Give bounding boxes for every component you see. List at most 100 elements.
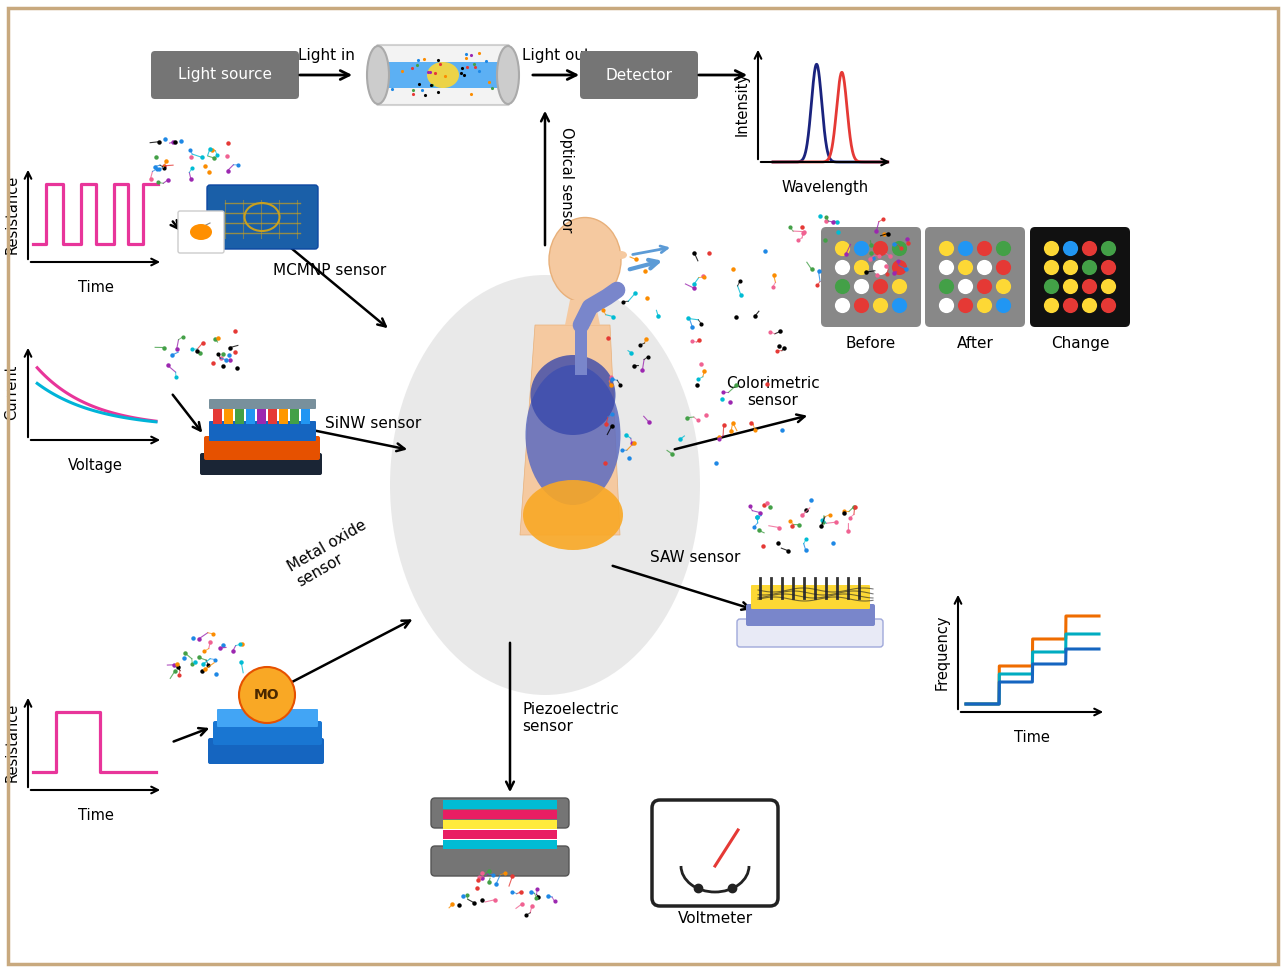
Circle shape xyxy=(873,279,889,295)
Bar xyxy=(291,404,300,424)
Circle shape xyxy=(958,260,974,275)
FancyBboxPatch shape xyxy=(210,399,316,409)
Circle shape xyxy=(1101,260,1116,275)
FancyBboxPatch shape xyxy=(820,227,921,327)
Bar xyxy=(213,404,222,424)
Bar xyxy=(267,404,276,424)
Bar xyxy=(279,404,288,424)
Text: Voltage: Voltage xyxy=(68,458,123,473)
Text: MCMNP sensor: MCMNP sensor xyxy=(274,263,387,278)
Text: Light out: Light out xyxy=(522,48,590,63)
Circle shape xyxy=(1101,279,1116,295)
Text: Current: Current xyxy=(4,364,19,420)
FancyBboxPatch shape xyxy=(208,738,324,764)
Bar xyxy=(301,404,310,424)
Ellipse shape xyxy=(523,480,622,550)
Text: Wavelength: Wavelength xyxy=(782,180,869,195)
Circle shape xyxy=(854,279,869,295)
Circle shape xyxy=(1044,297,1060,313)
Text: Intensity: Intensity xyxy=(734,73,750,136)
FancyBboxPatch shape xyxy=(150,51,300,99)
FancyBboxPatch shape xyxy=(431,846,568,876)
Text: Colorimetric
sensor: Colorimetric sensor xyxy=(727,375,820,408)
Circle shape xyxy=(892,241,907,256)
FancyBboxPatch shape xyxy=(210,421,316,441)
FancyBboxPatch shape xyxy=(431,798,568,828)
FancyBboxPatch shape xyxy=(737,619,883,647)
Ellipse shape xyxy=(496,46,520,104)
Bar xyxy=(246,404,255,424)
Text: SiNW sensor: SiNW sensor xyxy=(325,415,422,431)
Circle shape xyxy=(835,279,850,295)
Text: Metal oxide
sensor: Metal oxide sensor xyxy=(285,518,378,590)
Text: Time: Time xyxy=(77,280,113,295)
FancyBboxPatch shape xyxy=(751,585,871,609)
Text: Voltmeter: Voltmeter xyxy=(678,911,752,926)
Circle shape xyxy=(873,241,889,256)
Text: Before: Before xyxy=(846,336,896,351)
Ellipse shape xyxy=(390,275,700,695)
FancyBboxPatch shape xyxy=(1030,227,1130,327)
FancyBboxPatch shape xyxy=(746,604,874,626)
Circle shape xyxy=(1064,279,1078,295)
Circle shape xyxy=(977,260,992,275)
Circle shape xyxy=(995,279,1011,295)
Circle shape xyxy=(854,297,869,313)
Text: Frequency: Frequency xyxy=(935,614,949,690)
Text: Time: Time xyxy=(1015,730,1049,745)
Text: Light in: Light in xyxy=(297,48,355,63)
Text: Change: Change xyxy=(1051,336,1110,351)
FancyBboxPatch shape xyxy=(204,436,320,460)
Ellipse shape xyxy=(615,251,628,259)
Circle shape xyxy=(892,260,907,275)
Circle shape xyxy=(1064,297,1078,313)
Circle shape xyxy=(1044,241,1060,256)
Circle shape xyxy=(977,241,992,256)
Polygon shape xyxy=(520,325,620,535)
Circle shape xyxy=(239,667,294,723)
Text: MO: MO xyxy=(255,688,280,702)
Polygon shape xyxy=(565,300,601,325)
Text: Resistance: Resistance xyxy=(4,703,19,782)
Text: Detector: Detector xyxy=(606,67,673,83)
Text: Piezoelectric
sensor: Piezoelectric sensor xyxy=(522,702,619,734)
Bar xyxy=(442,800,557,809)
Text: Light source: Light source xyxy=(177,67,273,83)
FancyBboxPatch shape xyxy=(652,800,778,906)
Text: SAW sensor: SAW sensor xyxy=(649,550,741,565)
FancyBboxPatch shape xyxy=(201,453,322,475)
Ellipse shape xyxy=(549,218,621,302)
Circle shape xyxy=(1082,297,1097,313)
Ellipse shape xyxy=(531,355,616,435)
Circle shape xyxy=(995,260,1011,275)
FancyBboxPatch shape xyxy=(207,185,318,249)
Circle shape xyxy=(892,297,907,313)
Circle shape xyxy=(1101,241,1116,256)
FancyBboxPatch shape xyxy=(580,51,698,99)
Bar xyxy=(442,830,557,839)
Circle shape xyxy=(873,297,889,313)
Circle shape xyxy=(854,260,869,275)
Circle shape xyxy=(1082,260,1097,275)
Ellipse shape xyxy=(367,46,388,104)
Circle shape xyxy=(939,241,954,256)
Bar xyxy=(235,404,244,424)
FancyBboxPatch shape xyxy=(177,211,224,253)
Circle shape xyxy=(1064,241,1078,256)
Circle shape xyxy=(939,279,954,295)
Circle shape xyxy=(835,260,850,275)
Circle shape xyxy=(995,241,1011,256)
Bar xyxy=(378,62,508,88)
Circle shape xyxy=(1101,297,1116,313)
Circle shape xyxy=(873,260,889,275)
FancyBboxPatch shape xyxy=(377,45,509,105)
Circle shape xyxy=(1044,260,1060,275)
Circle shape xyxy=(835,241,850,256)
Text: Optical sensor: Optical sensor xyxy=(559,127,574,232)
Bar xyxy=(442,820,557,829)
FancyBboxPatch shape xyxy=(925,227,1025,327)
Circle shape xyxy=(958,297,974,313)
Circle shape xyxy=(892,279,907,295)
Ellipse shape xyxy=(190,224,212,240)
Ellipse shape xyxy=(427,62,459,88)
